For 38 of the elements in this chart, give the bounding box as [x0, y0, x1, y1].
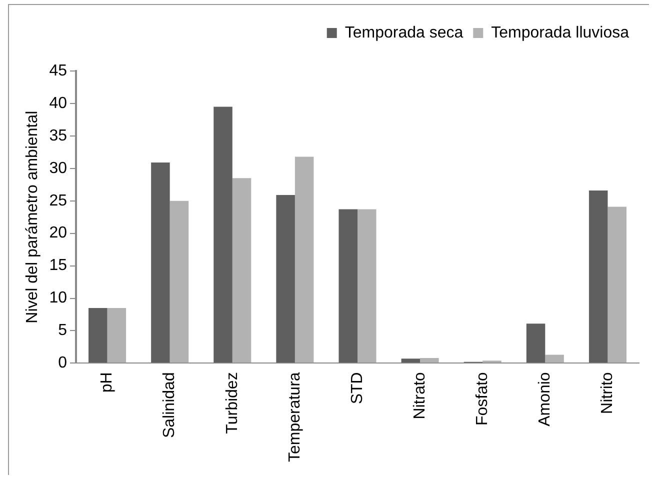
- bar: [151, 162, 170, 363]
- y-tick-label: 40: [49, 94, 68, 112]
- y-tick-label: 25: [49, 192, 68, 210]
- y-tick-label: 5: [58, 322, 68, 340]
- x-tick-label: Amonio: [536, 372, 554, 426]
- bar: [526, 324, 546, 363]
- y-tick-label: 0: [58, 354, 68, 372]
- bar: [338, 209, 358, 363]
- bar: [420, 358, 439, 363]
- bar: [401, 358, 420, 363]
- bar: [545, 354, 564, 363]
- bar: [358, 209, 376, 363]
- x-tick-label: Turbidez: [224, 372, 241, 434]
- x-tick-label: Salinidad: [161, 372, 178, 438]
- bar: [232, 178, 252, 363]
- legend-label: Temporada lluviosa: [491, 24, 630, 42]
- x-tick-label: Temperatura: [286, 372, 304, 462]
- y-tick-label: 10: [49, 290, 68, 307]
- y-tick-label: 45: [49, 62, 68, 80]
- bar: [214, 106, 232, 363]
- x-tick-label: Fosfato: [474, 372, 492, 426]
- y-tick-label: 20: [49, 224, 68, 242]
- bar: [608, 206, 626, 363]
- x-tick-label: Nitrato: [411, 372, 428, 420]
- bar: [294, 156, 314, 363]
- x-tick-label: Nitrito: [599, 372, 616, 414]
- y-tick-label: 15: [49, 257, 68, 274]
- bar: [88, 308, 108, 363]
- bar: [107, 308, 126, 363]
- x-tick-label: pH: [98, 372, 116, 393]
- bar: [170, 200, 189, 363]
- y-axis-title: Nivel del parámetro ambiental: [24, 110, 42, 324]
- bar: [588, 190, 608, 363]
- y-tick-label: 30: [49, 160, 68, 177]
- x-tick-label: STD: [348, 372, 366, 404]
- legend-label: Temporada seca: [344, 24, 464, 42]
- bar: [276, 195, 295, 363]
- y-tick-label: 35: [49, 127, 68, 144]
